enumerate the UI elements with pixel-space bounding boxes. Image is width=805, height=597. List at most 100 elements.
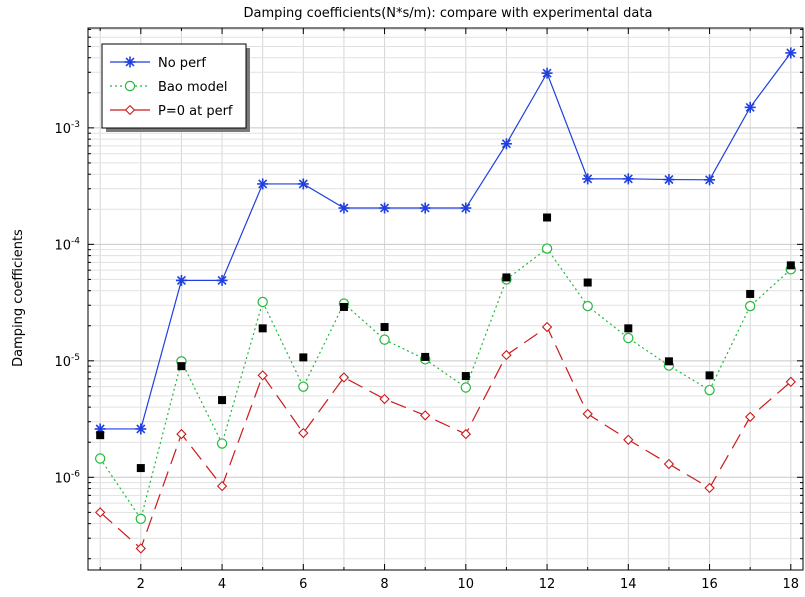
series-point	[623, 332, 634, 344]
y-tick-label: 10-3	[54, 120, 80, 137]
x-tick-label: 10	[458, 577, 475, 592]
series-point	[175, 274, 187, 286]
experimental-point	[461, 372, 470, 381]
series-point	[704, 482, 715, 494]
legend-marker	[124, 104, 136, 116]
series-point	[704, 384, 715, 396]
series-point	[216, 274, 228, 286]
series-point	[785, 47, 797, 59]
series-point	[257, 370, 268, 381]
experimental-point	[543, 213, 552, 222]
series-point	[94, 453, 106, 464]
x-tick-label: 16	[701, 577, 718, 592]
series-point	[582, 300, 593, 312]
experimental-point	[136, 464, 145, 473]
experimental-point	[664, 357, 673, 366]
grid	[88, 28, 803, 570]
legend-label: P=0 at perf	[158, 104, 233, 119]
axes: 10-6 10-5 10-4 10-3 2 4 6 8 10 12 14 16 18	[54, 27, 804, 592]
series-point	[379, 334, 390, 345]
series-point	[379, 202, 391, 214]
series-point	[541, 321, 553, 333]
series-point	[744, 101, 756, 113]
series-point	[298, 381, 309, 392]
series-point	[622, 173, 634, 185]
series-point	[460, 382, 472, 393]
experimental-point	[421, 352, 430, 361]
series-line	[100, 52, 792, 430]
series-point	[623, 434, 634, 445]
x-tick-label: 4	[218, 577, 226, 592]
experimental-point	[380, 323, 389, 332]
series-point	[663, 458, 675, 470]
series-point	[297, 178, 309, 190]
experimental-point	[299, 353, 308, 362]
series-point	[216, 480, 228, 492]
x-tick-label: 12	[539, 577, 556, 592]
legend-marker	[124, 80, 136, 92]
experimental-point	[705, 371, 714, 380]
series-point	[500, 138, 512, 150]
series-point	[419, 202, 431, 214]
series-1	[94, 47, 797, 435]
x-tick-label: 14	[620, 577, 637, 592]
x-tick-label: 6	[299, 577, 307, 592]
series-point	[744, 300, 756, 312]
series-3	[95, 321, 796, 554]
series-point	[460, 202, 472, 214]
series-point	[704, 174, 716, 186]
x-tick-label: 18	[783, 577, 800, 592]
experimental-point	[96, 431, 105, 440]
series-point	[298, 427, 309, 439]
series-point	[257, 178, 269, 190]
legend-label: No perf	[158, 56, 206, 71]
experimental-point	[218, 396, 227, 405]
series-point	[460, 428, 471, 440]
series-line	[99, 247, 792, 521]
series-point	[379, 393, 390, 405]
series-point	[95, 507, 106, 518]
legend: No perf Bao model P=0 at perf	[101, 43, 250, 132]
series-point	[135, 513, 147, 525]
series-point	[582, 173, 594, 185]
x-tick-label: 2	[137, 577, 145, 592]
experimental-point	[339, 302, 348, 311]
series-point	[745, 411, 756, 423]
x-tick-label: 8	[380, 577, 388, 592]
series-point	[541, 243, 553, 254]
series-point	[176, 428, 187, 440]
experimental-point	[258, 324, 267, 333]
y-axis-label: Damping coefficients	[11, 229, 26, 367]
series-point	[135, 423, 147, 435]
experimental-point	[583, 278, 592, 287]
y-tick-label: 10-6	[54, 469, 80, 486]
plot-frame	[87, 27, 804, 571]
legend-label: Bao model	[158, 80, 227, 95]
series-layer	[94, 47, 797, 554]
experimental-point	[746, 289, 755, 298]
y-tick-label: 10-5	[54, 353, 80, 370]
experimental-point	[786, 261, 795, 270]
series-point	[785, 376, 796, 388]
series-point	[338, 202, 350, 214]
series-point	[541, 67, 553, 79]
experimental-point	[624, 324, 633, 333]
experimental-point	[502, 273, 511, 282]
series-point	[663, 174, 675, 186]
legend-marker	[124, 56, 136, 68]
y-tick-label: 10-4	[54, 236, 80, 253]
experimental-point	[177, 362, 186, 371]
series-point	[501, 349, 512, 361]
series-point	[257, 296, 268, 308]
series-point	[420, 410, 431, 421]
series-point	[216, 438, 228, 449]
chart-title: Damping coefficients(N*s/m): compare wit…	[244, 6, 653, 21]
series-line	[99, 326, 792, 550]
series-point	[582, 408, 593, 420]
series-2	[94, 243, 797, 525]
series-point	[338, 372, 350, 383]
experimental-series	[96, 213, 795, 473]
series-point	[135, 543, 146, 554]
